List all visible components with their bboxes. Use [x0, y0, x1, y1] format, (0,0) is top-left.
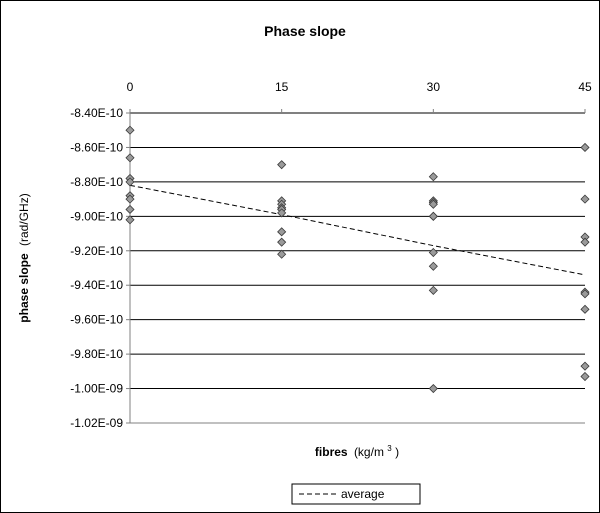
axes: [129, 113, 585, 424]
data-point: [580, 142, 590, 153]
x-tick-label: 45: [578, 80, 592, 94]
data-point: [125, 153, 135, 163]
data-point: [277, 237, 287, 247]
y-tick-label: -9.40E-10: [70, 278, 123, 292]
average-line-layer: [129, 184, 586, 276]
y-tick-label: -9.80E-10: [70, 347, 123, 361]
x-axis-label-main: fibres: [315, 445, 348, 459]
chart-title: Phase slope: [264, 23, 346, 39]
x-tick-label: 0: [127, 80, 134, 94]
points-layer: [125, 125, 590, 394]
data-point: [428, 199, 438, 209]
data-point: [125, 204, 135, 215]
data-point: [277, 227, 287, 237]
y-tick-label: -9.60E-10: [70, 313, 123, 327]
data-point: [428, 383, 438, 394]
data-point: [428, 261, 438, 271]
y-tick-label: -9.00E-10: [70, 209, 123, 223]
y-tick-label: -8.40E-10: [70, 106, 123, 120]
data-point: [580, 304, 590, 314]
legend-average-label: average: [341, 487, 385, 501]
data-point: [580, 237, 590, 247]
data-point: [580, 289, 590, 299]
data-point: [125, 177, 135, 187]
y-axis-label-unit: (rad/GHz): [17, 193, 31, 246]
data-point: [428, 172, 438, 182]
x-tick-label: 30: [427, 80, 441, 94]
average-line: [129, 184, 586, 276]
gridlines: [126, 112, 585, 424]
y-tick-label: -8.60E-10: [70, 140, 123, 154]
data-point: [277, 160, 287, 170]
data-point: [428, 211, 438, 221]
x-axis-label-unit: (kg/m: [354, 445, 384, 459]
x-axis-label-sup: 3: [387, 444, 392, 453]
x-axis-label: fibres (kg/m 3 ): [315, 440, 399, 459]
legend: average: [291, 483, 421, 505]
x-tick-label: 15: [275, 80, 289, 94]
y-tick-label: -1.02E-09: [70, 416, 123, 430]
data-point: [125, 194, 135, 204]
y-tick-label: -8.80E-10: [70, 175, 123, 189]
data-point: [428, 247, 438, 258]
data-point: [277, 249, 287, 259]
legend-box: [291, 483, 421, 505]
y-axis-label: phase slope (rad/GHz): [17, 193, 31, 322]
y-tick-label: -9.20E-10: [70, 244, 123, 258]
x-tick-labels: 0 15 30 45: [127, 80, 592, 113]
y-tick-labels: -8.40E-10 -8.60E-10 -8.80E-10 -9.00E-10 -9.2…: [70, 106, 123, 430]
x-axis-label-suffix: ): [395, 445, 399, 459]
data-point: [428, 285, 438, 295]
data-point: [580, 194, 590, 204]
y-axis-label-main: phase slope: [17, 253, 31, 323]
data-point: [125, 215, 135, 225]
y-tick-label: -1.00E-09: [70, 382, 123, 396]
data-point: [580, 371, 590, 382]
data-point: [125, 125, 135, 135]
data-point: [277, 208, 287, 218]
data-point: [580, 361, 590, 371]
